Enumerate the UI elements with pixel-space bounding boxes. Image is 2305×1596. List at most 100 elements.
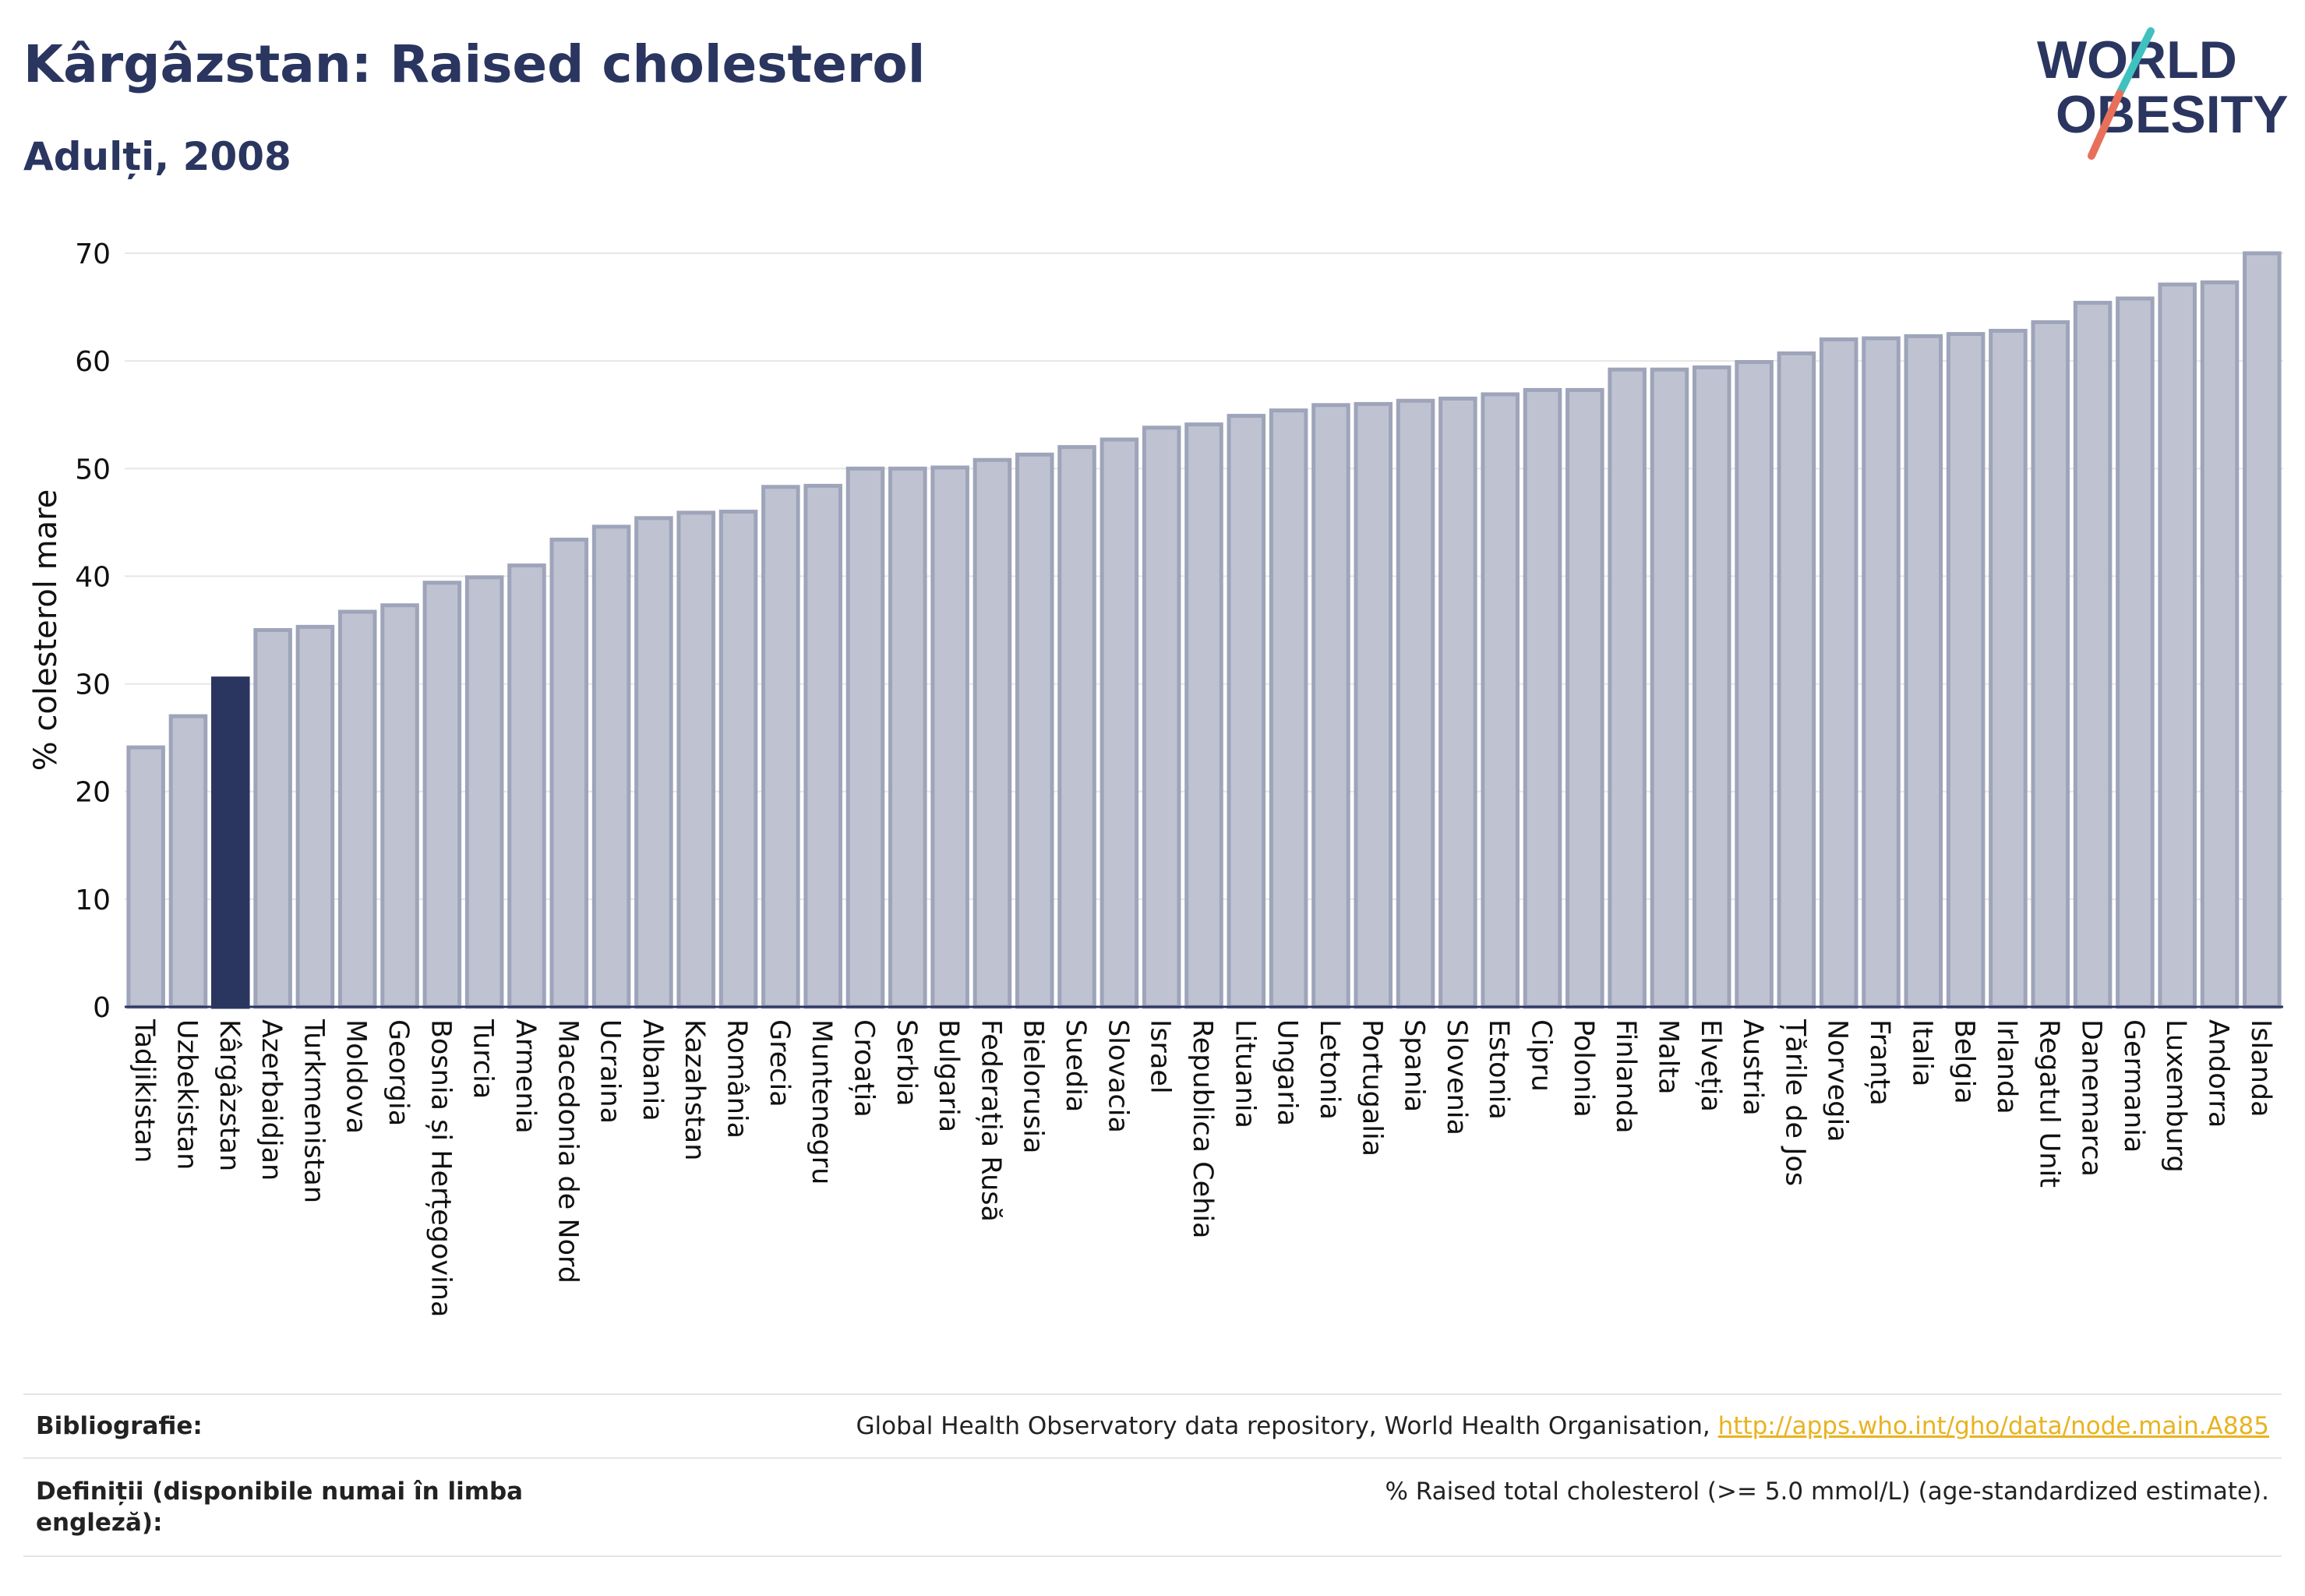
y-tick-label: 20 (75, 777, 111, 809)
x-tick-label: Kazahstan (679, 1019, 710, 1160)
x-tick-label: Norvegia (1822, 1019, 1853, 1142)
page-subtitle: Adulți, 2008 (23, 134, 291, 179)
bar (380, 603, 419, 1009)
bar (972, 457, 1012, 1009)
bar (591, 524, 631, 1009)
bar (930, 465, 969, 1009)
y-tick-label: 70 (75, 238, 111, 270)
x-tick-label: Ungaria (1272, 1019, 1303, 1126)
bar (1735, 360, 1774, 1009)
y-tick-label: 0 (93, 992, 111, 1024)
bar (464, 575, 504, 1009)
x-tick-label: Israel (1145, 1019, 1176, 1094)
bar (1227, 414, 1266, 1009)
y-tick-label: 30 (75, 669, 111, 701)
x-tick-label: Republica Cehia (1187, 1019, 1218, 1239)
y-tick-label: 10 (75, 885, 111, 916)
x-tick-label: Irlanda (1991, 1019, 2022, 1114)
bar (803, 483, 842, 1009)
bar (253, 628, 292, 1009)
bar (549, 537, 589, 1009)
logo-line2: OBESITY (2056, 85, 2289, 144)
x-tick-label: Franța (1864, 1019, 1895, 1106)
bar (1354, 401, 1393, 1009)
bar (2073, 301, 2113, 1009)
x-tick-label: Georgia (383, 1019, 414, 1126)
bar (126, 745, 165, 1009)
bar (1481, 392, 1520, 1009)
definitions-value: % Raised total cholesterol (>= 5.0 mmol/… (1385, 1478, 2269, 1506)
bar (1946, 332, 1986, 1009)
bar (337, 609, 377, 1009)
x-tick-label: Portugalia (1356, 1019, 1387, 1156)
x-tick-label: Italia (1906, 1019, 1937, 1086)
x-tick-label: Austria (1737, 1019, 1768, 1116)
bar (1057, 445, 1096, 1009)
x-tick-label: Moldova (341, 1019, 372, 1134)
y-tick-labels: 0 10 20 30 40 50 60 70 (75, 238, 111, 1024)
bibliography-link[interactable]: http://apps.who.int/gho/data/node.main.A… (1717, 1412, 2269, 1440)
x-tick-label: Germania (2118, 1019, 2149, 1153)
bibliography-label: Bibliografie: (36, 1412, 203, 1440)
bar (1692, 365, 1731, 1009)
x-tick-label: Luxemburg (2160, 1019, 2191, 1173)
x-tick-label: Turkmenistan (298, 1019, 329, 1203)
y-tick-label: 50 (75, 454, 111, 486)
bibliography-text: Global Health Observatory data repositor… (856, 1412, 1718, 1440)
bar (1650, 367, 1689, 1009)
definitions-label: Definiții (disponibile numai în limba en… (36, 1478, 524, 1537)
bar (507, 563, 546, 1009)
bar (1438, 396, 1477, 1009)
x-tick-label: Danemarca (2076, 1019, 2107, 1177)
bar (1989, 328, 2028, 1009)
x-tick-label: Muntenegru (806, 1019, 837, 1185)
bar (1396, 398, 1435, 1009)
world-obesity-logo: WORLD OBESITY (2037, 27, 2289, 160)
bar (422, 581, 462, 1009)
y-axis-label: % colesterol mare (28, 489, 64, 772)
x-tick-label: Spania (1399, 1019, 1430, 1112)
logo-slash-bottom (2088, 90, 2123, 160)
x-tick-label: Tadjikistan (129, 1019, 160, 1163)
bar (676, 510, 716, 1009)
x-tick-label: Albania (637, 1019, 668, 1121)
y-tick-label: 40 (75, 561, 111, 593)
x-tick-label: Macedonia de Nord (552, 1019, 583, 1284)
x-tick-label: Federația Rusă (975, 1019, 1006, 1222)
bar (1142, 425, 1181, 1009)
bar (1311, 403, 1350, 1009)
bar (761, 485, 800, 1009)
bar (1904, 334, 1943, 1009)
x-tick-label: Azerbaidjan (256, 1019, 287, 1181)
bar (168, 714, 208, 1009)
footer-bibliography-row: Bibliografie: Global Health Observatory … (23, 1393, 2282, 1459)
bar (2116, 296, 2155, 1009)
x-tick-label: Bulgaria (933, 1019, 964, 1132)
y-tick-label: 60 (75, 346, 111, 378)
bar (634, 516, 673, 1009)
bar (1862, 336, 1901, 1009)
bar (1269, 408, 1308, 1009)
bar (845, 466, 885, 1009)
x-tick-label: Polonia (1568, 1019, 1599, 1118)
bar (2243, 251, 2282, 1009)
bar (1819, 337, 1858, 1009)
bibliography-value: Global Health Observatory data repositor… (856, 1411, 2269, 1442)
x-tick-label: Cipru (1526, 1019, 1557, 1092)
x-tick-label: Ucraina (595, 1019, 626, 1124)
bar (888, 466, 927, 1009)
x-tick-label: Suedia (1060, 1019, 1091, 1112)
x-tick-label: Andorra (2203, 1019, 2234, 1128)
bar (2200, 280, 2240, 1009)
x-tick-label: Belgia (1949, 1019, 1980, 1104)
x-tick-label: Estonia (1483, 1019, 1514, 1120)
bar (1608, 367, 1647, 1009)
x-tick-label: Turcia (468, 1019, 499, 1099)
x-tick-label: Finlanda (1610, 1019, 1641, 1134)
bar (211, 676, 250, 1009)
x-tick-label: Grecia (764, 1019, 795, 1107)
page-title: Kârgâzstan: Raised cholesterol (23, 34, 926, 94)
bar (1015, 452, 1054, 1009)
x-tick-label: România (722, 1019, 753, 1139)
bar (2158, 282, 2197, 1009)
